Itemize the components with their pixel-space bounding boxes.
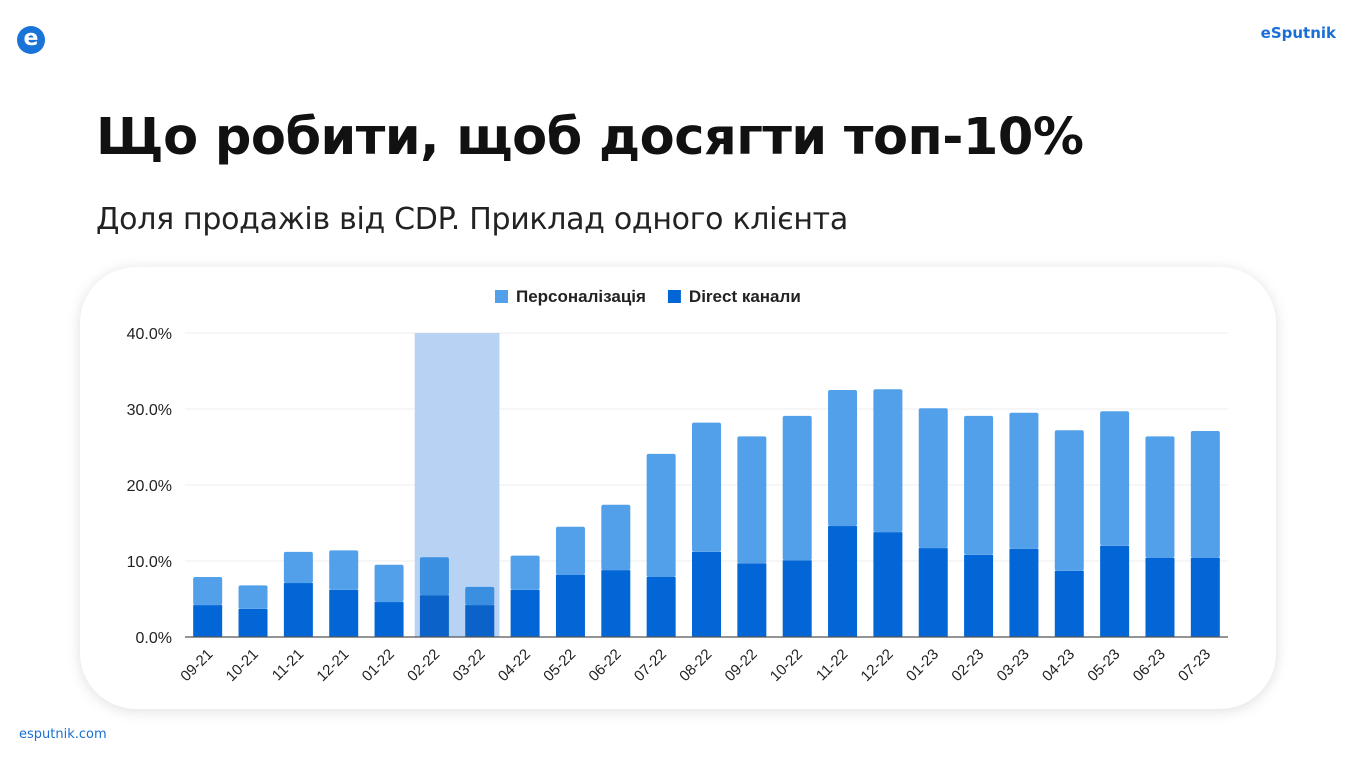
x-tick-label: 01-23 [903,646,942,685]
footer-link[interactable]: esputnik.com [19,727,107,742]
bar-direct [1054,570,1084,637]
bar-direct [238,608,268,637]
bar-personalization [1145,436,1175,558]
y-tick-label: 0.0% [136,630,172,647]
x-tick-label: 11-21 [269,646,307,684]
bar-direct [1009,548,1039,637]
x-tick-label: 02-22 [404,646,443,685]
bar-direct [1145,557,1175,637]
bar-direct [601,570,631,637]
bar-personalization [782,415,812,561]
legend-swatch [495,290,508,303]
bar-direct [419,595,449,637]
bar-personalization [1190,431,1220,558]
bar-personalization [510,555,540,590]
bar-personalization [1054,430,1084,571]
x-tick-label: 08-22 [676,646,715,685]
bar-personalization [283,551,313,584]
x-tick-label: 10-22 [767,646,806,685]
y-tick-label: 30.0% [127,402,172,419]
bar-personalization [419,557,449,596]
bar-personalization [692,422,721,552]
y-tick-label: 40.0% [127,326,172,343]
legend-label: Персоналізація [516,287,646,306]
x-tick-label: 07-22 [631,646,670,685]
stacked-bar-chart: 0.0%10.0%20.0%30.0%40.0%09-21 10-21 11-21 1… [127,287,1228,685]
bar-direct [646,576,676,637]
bar-personalization [193,576,223,606]
bar-personalization [737,436,767,564]
bar-personalization [1009,412,1039,549]
bar-direct [964,554,994,637]
legend-swatch [667,290,681,303]
slide-subtitle: Доля продажів від CDP. Приклад одного кл… [96,202,848,237]
bar-direct [782,560,812,637]
bar-direct [465,605,495,637]
x-tick-label: 09-22 [722,646,761,685]
bar-direct [510,589,540,637]
bar-direct [555,574,585,637]
legend-label: Direct канали [689,287,801,306]
bar-personalization [238,585,268,609]
bar-direct [1190,557,1220,637]
x-tick-label: 10-21 [223,646,262,685]
x-tick-label: 04-23 [1039,646,1078,685]
x-tick-label: 05-23 [1084,646,1123,685]
bar-personalization [873,389,903,533]
bar-personalization [465,586,495,606]
x-tick-label: 02-23 [948,646,987,685]
bar-personalization [601,504,631,571]
x-tick-label: 07-23 [1175,646,1214,685]
bar-direct [1100,545,1130,637]
y-tick-label: 10.0% [127,554,172,571]
x-tick-label: 12-21 [313,646,352,685]
x-tick-label: 09-21 [177,646,216,685]
bar-direct [193,605,223,637]
bar-personalization [374,564,404,603]
bar-direct [828,526,858,637]
bar-personalization [1100,411,1130,546]
x-tick-label: 06-23 [1130,646,1169,685]
brand-name: eSputnik [1260,24,1336,42]
x-tick-label: 03-22 [449,646,488,685]
bar-direct [374,602,404,637]
bar-personalization [828,390,858,527]
x-tick-label: 05-22 [540,646,579,685]
bar-direct [873,532,903,637]
bar-personalization [555,526,585,575]
bar-direct [692,551,721,637]
bar-direct [329,589,359,637]
slide-title: Що робити, щоб досягти топ-10% [96,108,1084,167]
x-tick-label: 03-23 [994,646,1033,685]
bar-personalization [964,415,994,555]
x-tick-label: 06-22 [585,646,624,685]
x-tick-label: 01-22 [359,646,398,685]
x-tick-label: 11-22 [813,646,851,684]
bar-personalization [918,408,948,549]
x-tick-label: 04-22 [495,646,534,685]
bar-direct [283,583,313,637]
esputnik-logo-icon: e [17,26,45,54]
bar-personalization [329,550,359,590]
y-tick-label: 20.0% [127,478,172,495]
bar-direct [918,548,948,637]
x-tick-label: 12-22 [858,646,897,685]
bar-personalization [646,453,676,577]
bar-direct [737,563,767,637]
